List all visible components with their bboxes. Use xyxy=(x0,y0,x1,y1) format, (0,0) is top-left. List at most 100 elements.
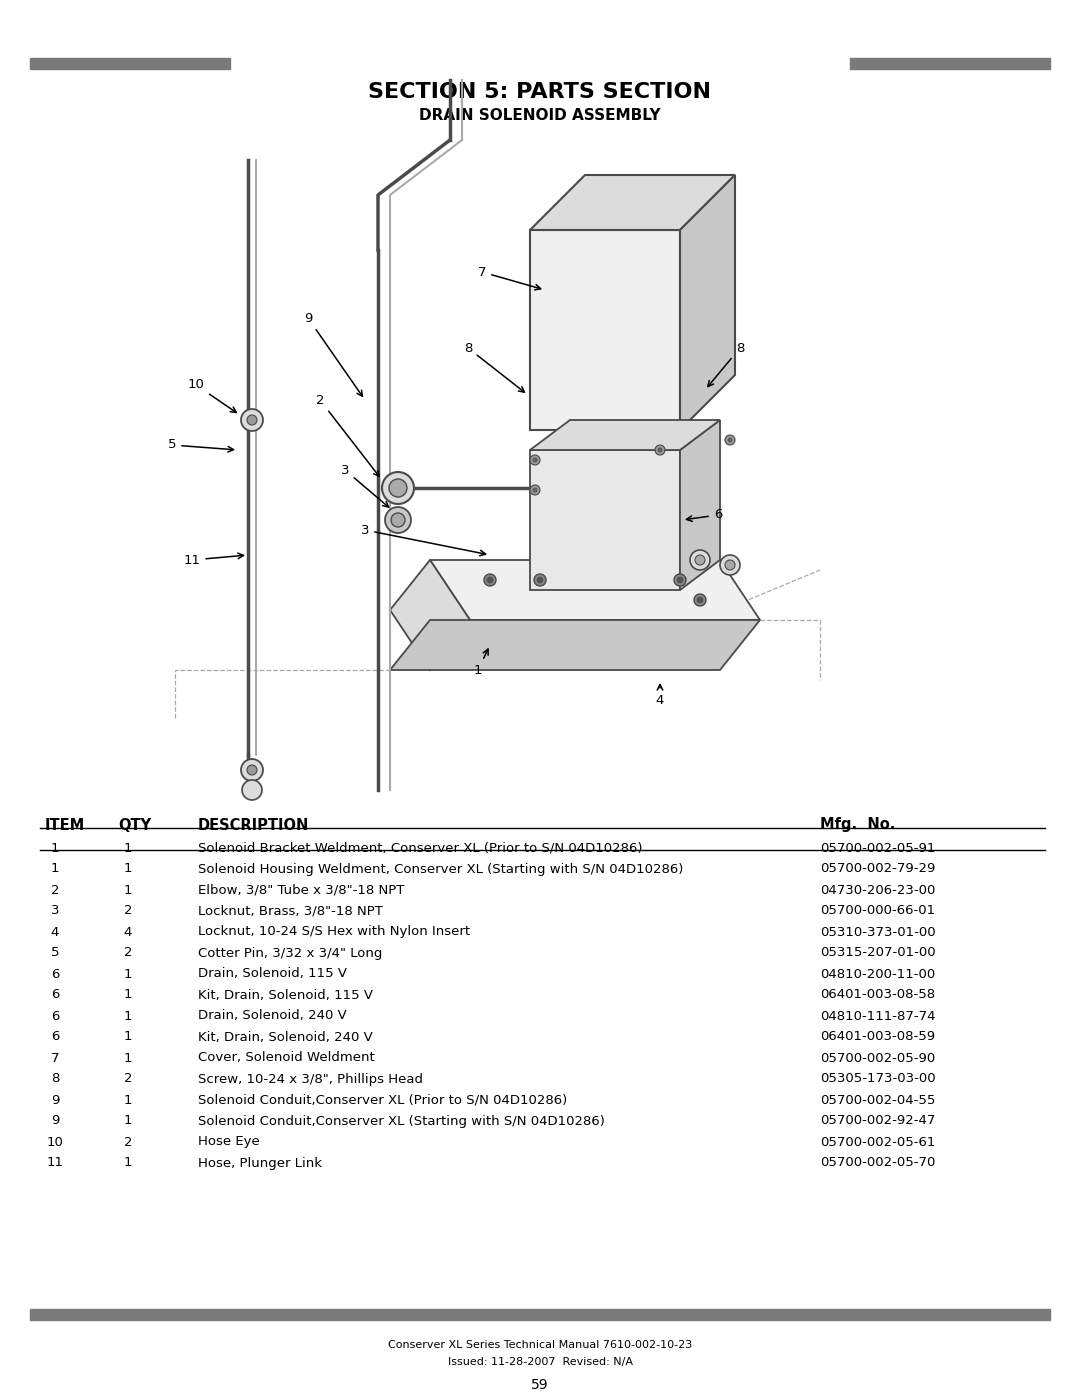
Text: Locknut, 10-24 S/S Hex with Nylon Insert: Locknut, 10-24 S/S Hex with Nylon Insert xyxy=(198,925,470,939)
Text: Issued: 11-28-2007  Revised: N/A: Issued: 11-28-2007 Revised: N/A xyxy=(447,1356,633,1368)
Text: Solenoid Housing Weldment, Conserver XL (Starting with S/N 04D10286): Solenoid Housing Weldment, Conserver XL … xyxy=(198,862,684,876)
Text: 1: 1 xyxy=(124,968,132,981)
Text: 4: 4 xyxy=(656,685,664,707)
Text: 8: 8 xyxy=(51,1073,59,1085)
Text: 05700-002-05-91: 05700-002-05-91 xyxy=(820,841,935,855)
Bar xyxy=(850,59,1050,68)
Text: 2: 2 xyxy=(124,1073,132,1085)
Text: 06401-003-08-59: 06401-003-08-59 xyxy=(820,1031,935,1044)
Circle shape xyxy=(484,574,496,585)
Text: 1: 1 xyxy=(51,862,59,876)
Circle shape xyxy=(677,577,683,583)
Circle shape xyxy=(674,574,686,585)
Circle shape xyxy=(247,766,257,775)
Text: 4: 4 xyxy=(124,925,132,939)
Polygon shape xyxy=(390,560,470,671)
Text: Hose Eye: Hose Eye xyxy=(198,1136,260,1148)
Text: Mfg.  No.: Mfg. No. xyxy=(820,817,895,833)
Text: 05315-207-01-00: 05315-207-01-00 xyxy=(820,947,935,960)
Circle shape xyxy=(530,485,540,495)
Text: 05700-000-66-01: 05700-000-66-01 xyxy=(820,904,935,918)
Circle shape xyxy=(389,479,407,497)
Text: 6: 6 xyxy=(51,989,59,1002)
Circle shape xyxy=(530,455,540,465)
Text: SECTION 5: PARTS SECTION: SECTION 5: PARTS SECTION xyxy=(368,82,712,102)
Text: Solenoid Bracket Weldment, Conserver XL (Prior to S/N 04D10286): Solenoid Bracket Weldment, Conserver XL … xyxy=(198,841,643,855)
Text: Cotter Pin, 3/32 x 3/4" Long: Cotter Pin, 3/32 x 3/4" Long xyxy=(198,947,382,960)
Text: 1: 1 xyxy=(51,841,59,855)
Circle shape xyxy=(725,434,735,446)
Text: 1: 1 xyxy=(124,841,132,855)
Text: 2: 2 xyxy=(51,883,59,897)
Text: Locknut, Brass, 3/8"-18 NPT: Locknut, Brass, 3/8"-18 NPT xyxy=(198,904,383,918)
Text: Elbow, 3/8" Tube x 3/8"-18 NPT: Elbow, 3/8" Tube x 3/8"-18 NPT xyxy=(198,883,404,897)
Text: 05700-002-05-61: 05700-002-05-61 xyxy=(820,1136,935,1148)
Text: 2: 2 xyxy=(124,904,132,918)
Text: 1: 1 xyxy=(124,1115,132,1127)
Bar xyxy=(30,59,230,68)
Text: 05305-173-03-00: 05305-173-03-00 xyxy=(820,1073,935,1085)
Text: 7: 7 xyxy=(477,265,541,291)
Polygon shape xyxy=(530,175,735,231)
Text: 1: 1 xyxy=(124,989,132,1002)
Text: 05700-002-05-90: 05700-002-05-90 xyxy=(820,1052,935,1065)
Text: 9: 9 xyxy=(303,312,363,397)
Text: 10: 10 xyxy=(46,1136,64,1148)
Text: 1: 1 xyxy=(124,1031,132,1044)
Text: 59: 59 xyxy=(531,1377,549,1391)
Circle shape xyxy=(537,577,543,583)
Text: 1: 1 xyxy=(124,1157,132,1169)
Text: Drain, Solenoid, 115 V: Drain, Solenoid, 115 V xyxy=(198,968,347,981)
Text: 04810-111-87-74: 04810-111-87-74 xyxy=(820,1010,935,1023)
Circle shape xyxy=(382,472,414,504)
Text: 5: 5 xyxy=(51,947,59,960)
Polygon shape xyxy=(390,620,760,671)
Text: Kit, Drain, Solenoid, 240 V: Kit, Drain, Solenoid, 240 V xyxy=(198,1031,373,1044)
Circle shape xyxy=(391,513,405,527)
Text: 8: 8 xyxy=(463,341,525,393)
Text: 04730-206-23-00: 04730-206-23-00 xyxy=(820,883,935,897)
Circle shape xyxy=(247,415,257,425)
Text: 05310-373-01-00: 05310-373-01-00 xyxy=(820,925,935,939)
Bar xyxy=(530,450,680,590)
Text: 9: 9 xyxy=(51,1094,59,1106)
Text: 04810-200-11-00: 04810-200-11-00 xyxy=(820,968,935,981)
Circle shape xyxy=(241,409,264,432)
Text: Solenoid Conduit,Conserver XL (Prior to S/N 04D10286): Solenoid Conduit,Conserver XL (Prior to … xyxy=(198,1094,567,1106)
Text: Drain, Solenoid, 240 V: Drain, Solenoid, 240 V xyxy=(198,1010,347,1023)
Circle shape xyxy=(690,550,710,570)
Polygon shape xyxy=(680,175,735,430)
Text: 05700-002-05-70: 05700-002-05-70 xyxy=(820,1157,935,1169)
Text: 1: 1 xyxy=(124,883,132,897)
Circle shape xyxy=(725,560,735,570)
Circle shape xyxy=(242,780,262,800)
Text: 2: 2 xyxy=(124,947,132,960)
Text: 3: 3 xyxy=(341,464,389,507)
Polygon shape xyxy=(530,420,720,450)
Circle shape xyxy=(654,446,665,455)
Polygon shape xyxy=(680,420,720,590)
Text: 1: 1 xyxy=(124,862,132,876)
Text: 05700-002-04-55: 05700-002-04-55 xyxy=(820,1094,935,1106)
Circle shape xyxy=(697,597,703,604)
Text: 6: 6 xyxy=(51,968,59,981)
Text: 6: 6 xyxy=(51,1031,59,1044)
Text: 9: 9 xyxy=(51,1115,59,1127)
Text: 10: 10 xyxy=(188,379,237,412)
Circle shape xyxy=(534,574,546,585)
Text: QTY: QTY xyxy=(118,817,151,833)
Bar xyxy=(530,231,680,430)
Circle shape xyxy=(720,555,740,576)
Bar xyxy=(30,1309,1050,1320)
Text: 3: 3 xyxy=(361,524,486,556)
Circle shape xyxy=(658,448,662,453)
Text: 06401-003-08-58: 06401-003-08-58 xyxy=(820,989,935,1002)
Text: 6: 6 xyxy=(51,1010,59,1023)
Text: 1: 1 xyxy=(124,1010,132,1023)
Text: Cover, Solenoid Weldment: Cover, Solenoid Weldment xyxy=(198,1052,375,1065)
Text: 1: 1 xyxy=(124,1094,132,1106)
Polygon shape xyxy=(430,560,760,620)
Text: 4: 4 xyxy=(51,925,59,939)
Circle shape xyxy=(384,507,411,534)
Text: 1: 1 xyxy=(124,1052,132,1065)
